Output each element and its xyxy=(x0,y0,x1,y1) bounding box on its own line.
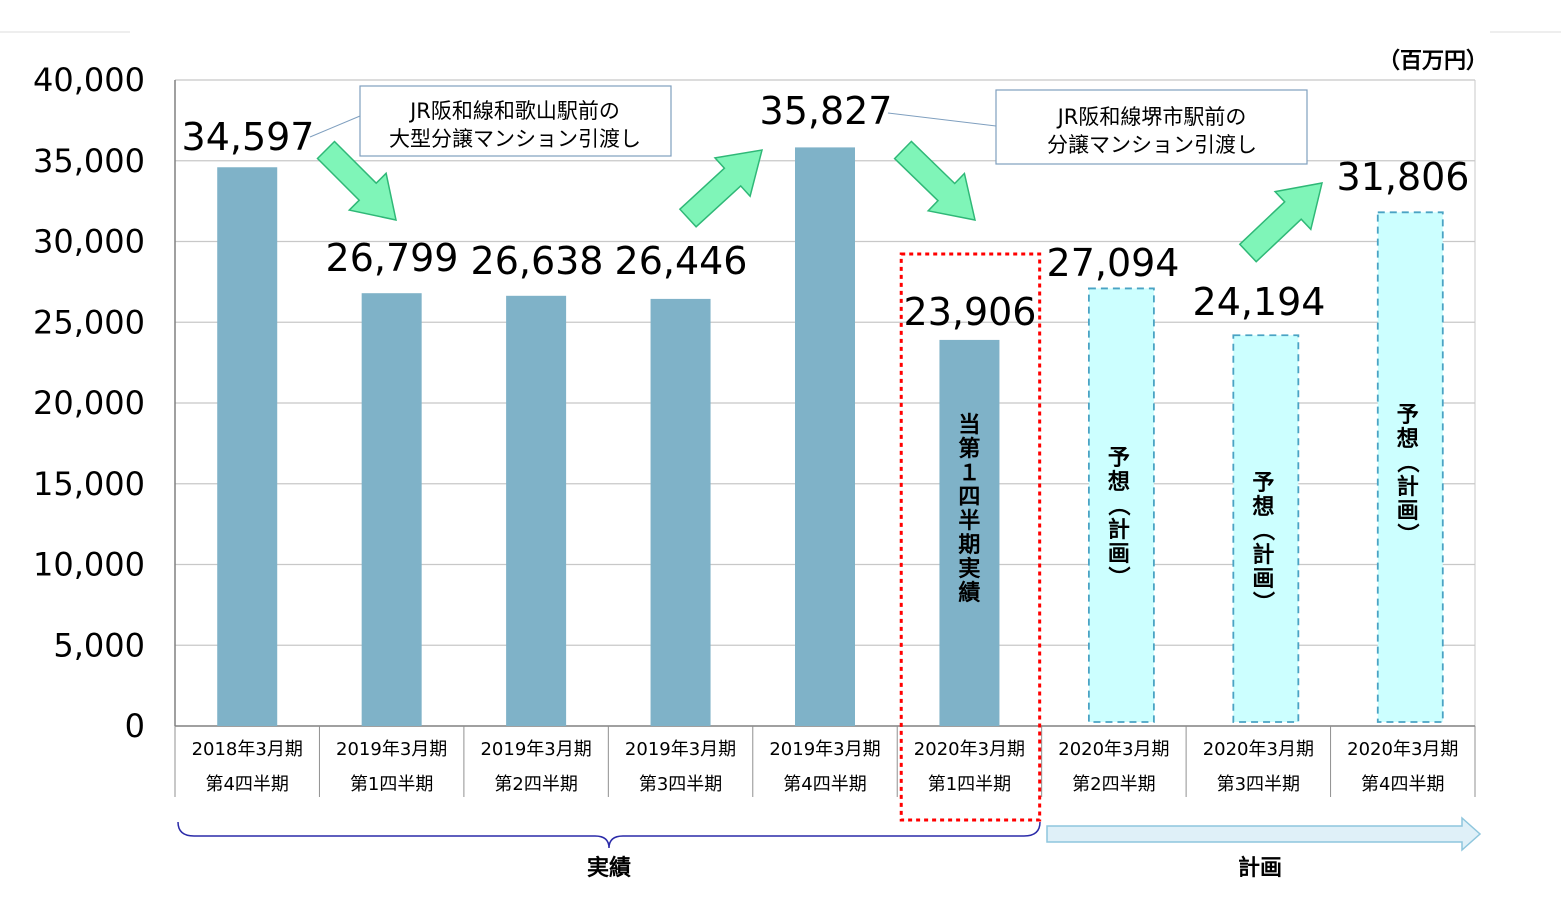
category-label-quarter: 第2四半期 xyxy=(494,774,577,795)
annotation-box xyxy=(359,85,672,157)
arrow-up-icon xyxy=(678,149,764,228)
annotation-text: JR阪和線堺市駅前の xyxy=(1056,105,1247,129)
category-label-year: 2020年3月期 xyxy=(1058,739,1169,760)
plan-bracket-label: 計画 xyxy=(1238,855,1282,881)
bar-inner-text: （ xyxy=(1105,494,1130,516)
annotation-text: 分譲マンション引渡し xyxy=(1047,133,1257,157)
bar-forecast xyxy=(1232,334,1300,723)
y-tick-label: 0 xyxy=(125,707,145,745)
value-label: 23,906 xyxy=(904,290,1037,334)
bar-inner-text: （ xyxy=(1394,451,1419,473)
category-label-year: 2019年3月期 xyxy=(336,739,447,760)
bar-inner-text: 第 xyxy=(958,436,980,462)
y-tick-label: 15,000 xyxy=(33,465,145,503)
category-label-quarter: 第4四半期 xyxy=(1361,774,1444,795)
bar-inner-text: 計 xyxy=(1252,542,1274,568)
value-label: 26,446 xyxy=(615,239,748,283)
annotation-text: 大型分譲マンション引渡し xyxy=(389,127,641,151)
value-label: 26,799 xyxy=(326,236,459,280)
category-label-year: 2019年3月期 xyxy=(480,739,591,760)
bar-inner-text: 想 xyxy=(1108,470,1130,495)
unit-label: （百万円） xyxy=(1378,49,1488,74)
bar-inner-text: 績 xyxy=(958,580,980,606)
category-label-year: 2020年3月期 xyxy=(1347,739,1458,760)
value-label: 35,827 xyxy=(760,89,893,133)
y-tick-label: 30,000 xyxy=(33,223,145,261)
arrow-down-icon xyxy=(893,140,976,221)
category-label-year: 2020年3月期 xyxy=(914,739,1025,760)
bar-inner-text: 予 xyxy=(1252,471,1274,496)
bar-actual xyxy=(650,298,711,726)
category-label-quarter: 第3四半期 xyxy=(1217,774,1300,795)
plan-arrow-icon xyxy=(1046,816,1482,852)
value-label: 26,638 xyxy=(471,239,604,283)
y-tick-label: 5,000 xyxy=(53,626,145,664)
bar-actual xyxy=(939,339,1000,726)
y-tick-label: 40,000 xyxy=(33,61,145,99)
value-label: 27,094 xyxy=(1047,241,1180,285)
bar-inner-text: 計 xyxy=(1397,474,1419,500)
bar-inner-text: 画 xyxy=(1252,567,1274,592)
bar-inner-text: ） xyxy=(1249,591,1274,613)
category-label-year: 2019年3月期 xyxy=(625,739,736,760)
bar-inner-text: （ xyxy=(1249,519,1274,541)
actual-bracket-label: 実績 xyxy=(587,855,631,881)
bar-inner-text: 計 xyxy=(1108,517,1130,543)
actual-bracket xyxy=(177,821,1041,849)
bar-inner-text: 半 xyxy=(958,509,980,534)
category-label-quarter: 第2四半期 xyxy=(1072,774,1155,795)
bar-inner-text: 画 xyxy=(1397,499,1419,524)
y-tick-label: 25,000 xyxy=(33,303,145,341)
bar-actual xyxy=(795,147,855,727)
category-label-quarter: 第4四半期 xyxy=(205,774,288,795)
value-label: 31,806 xyxy=(1337,155,1470,199)
category-label-quarter: 第1四半期 xyxy=(928,774,1011,795)
y-tick-label: 10,000 xyxy=(33,546,145,584)
bar-actual xyxy=(506,295,567,726)
category-label-quarter: 第4四半期 xyxy=(783,774,866,795)
annotation-leader xyxy=(887,112,997,127)
category-label-quarter: 第1四半期 xyxy=(350,774,433,795)
annotation-box xyxy=(995,89,1308,165)
bar-actual xyxy=(361,293,422,726)
value-label: 24,194 xyxy=(1193,280,1326,324)
category-label-year: 2020年3月期 xyxy=(1203,739,1314,760)
annotation-leader xyxy=(309,115,361,138)
bar-inner-text: 予 xyxy=(1397,403,1419,428)
bar-inner-text: ） xyxy=(1394,523,1419,545)
bar-forecast xyxy=(1376,211,1444,723)
annotation-text: JR阪和線和歌山駅前の xyxy=(408,99,620,123)
category-label-year: 2019年3月期 xyxy=(769,739,880,760)
category-label-quarter: 第3四半期 xyxy=(639,774,722,795)
bar-actual xyxy=(217,167,278,727)
arrow-up-icon xyxy=(1238,182,1323,263)
y-tick-label: 20,000 xyxy=(33,384,145,422)
bar-inner-text: 四 xyxy=(958,485,980,510)
bar-inner-text: 予 xyxy=(1108,446,1130,471)
bar-inner-text: 想 xyxy=(1252,495,1274,520)
category-label-year: 2018年3月期 xyxy=(192,739,303,760)
bar-inner-text: １ xyxy=(958,461,980,486)
bar-inner-text: 画 xyxy=(1108,542,1130,567)
bar-inner-text: 当 xyxy=(958,413,980,438)
bar-inner-text: ） xyxy=(1105,566,1130,588)
y-tick-label: 35,000 xyxy=(33,142,145,180)
bar-forecast xyxy=(1087,287,1155,723)
bar-inner-text: 実 xyxy=(958,556,980,582)
bar-inner-text: 期 xyxy=(958,533,980,558)
arrow-down-icon xyxy=(316,140,397,221)
bar-inner-text: 想 xyxy=(1397,427,1419,452)
value-label: 34,597 xyxy=(182,115,315,159)
